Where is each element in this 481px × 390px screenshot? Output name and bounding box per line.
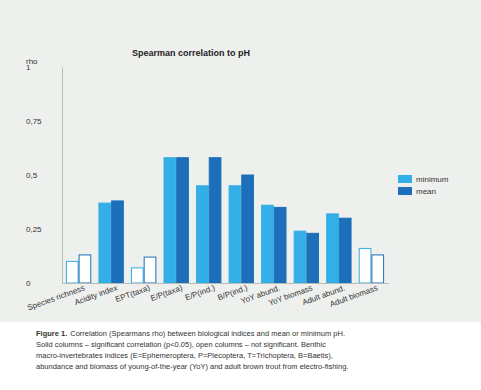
x-tick: Acidity index [73,283,118,307]
caption-line: Figure 1.Correlation (Spearmans rho) bet… [36,329,345,338]
x-tick-label: Acidity index [73,283,118,307]
y-tick-label: 0 [26,279,31,288]
bars [66,158,383,283]
x-tick: EPT(taxa) [114,283,151,304]
bar [131,268,143,283]
bar [359,248,371,283]
bar [79,255,91,283]
x-axis: Species richnessAcidity indexEPT(taxa)E/… [26,283,388,312]
x-tick-label: EPT(taxa) [114,283,151,304]
caption-text: Solid columns – significant correlation … [36,340,326,349]
y-tick: 0,25 [26,225,62,234]
caption-label: Figure 1. [36,329,67,338]
bar [144,257,156,283]
y-tick: 0,75 [26,117,62,126]
caption-text: abundance and biomass of young-of-the-ye… [36,362,348,371]
bar [294,231,306,283]
y-tick-label: 0,5 [26,171,38,180]
title: Spearman correlation to pH [132,48,250,58]
legend-swatch [398,175,412,183]
bar [112,201,124,283]
y-tick: 0 [26,279,62,288]
chart-background [0,0,481,322]
bar [274,207,286,283]
x-tick-label: Adult biomass [329,283,379,309]
bar [372,255,384,283]
bar [262,205,274,283]
legend-label: minimum [416,175,449,184]
bar [66,261,78,283]
caption-text: Correlation (Spearmans rho) between biol… [70,329,345,338]
y-tick-label: 0,25 [26,225,42,234]
bar [209,158,221,283]
y-axis-title: rho [26,57,38,66]
caption-text: macro-invertebrates indices (E=Ephemerop… [36,351,333,360]
chart: 00,250,50,751Species richnessAcidity ind… [0,0,481,390]
caption: Figure 1.Correlation (Spearmans rho) bet… [36,329,348,371]
x-tick-label: E/P(taxa) [149,283,184,303]
bar [177,158,189,283]
bar [197,186,209,283]
bar [307,233,319,283]
bar [327,214,339,283]
x-tick: Adult biomass [329,283,379,309]
legend-label: mean [416,187,436,196]
x-tick-label: E/P(ind.) [184,283,217,302]
legend-swatch [398,187,412,195]
legend: minimum mean [398,175,449,196]
y-axis: 00,250,50,751 [26,63,63,288]
y-axis-line [62,68,63,284]
legend-entry: mean [398,187,436,196]
bar [339,218,351,283]
x-tick: E/P(ind.) [184,283,217,302]
y-tick: 0,5 [26,171,62,180]
bar [164,158,176,283]
x-tick: E/P(taxa) [149,283,184,303]
legend-entry: minimum [398,175,449,184]
y-tick-label: 0,75 [26,117,42,126]
bar [242,175,254,283]
bar [99,203,111,283]
bar [229,186,241,283]
